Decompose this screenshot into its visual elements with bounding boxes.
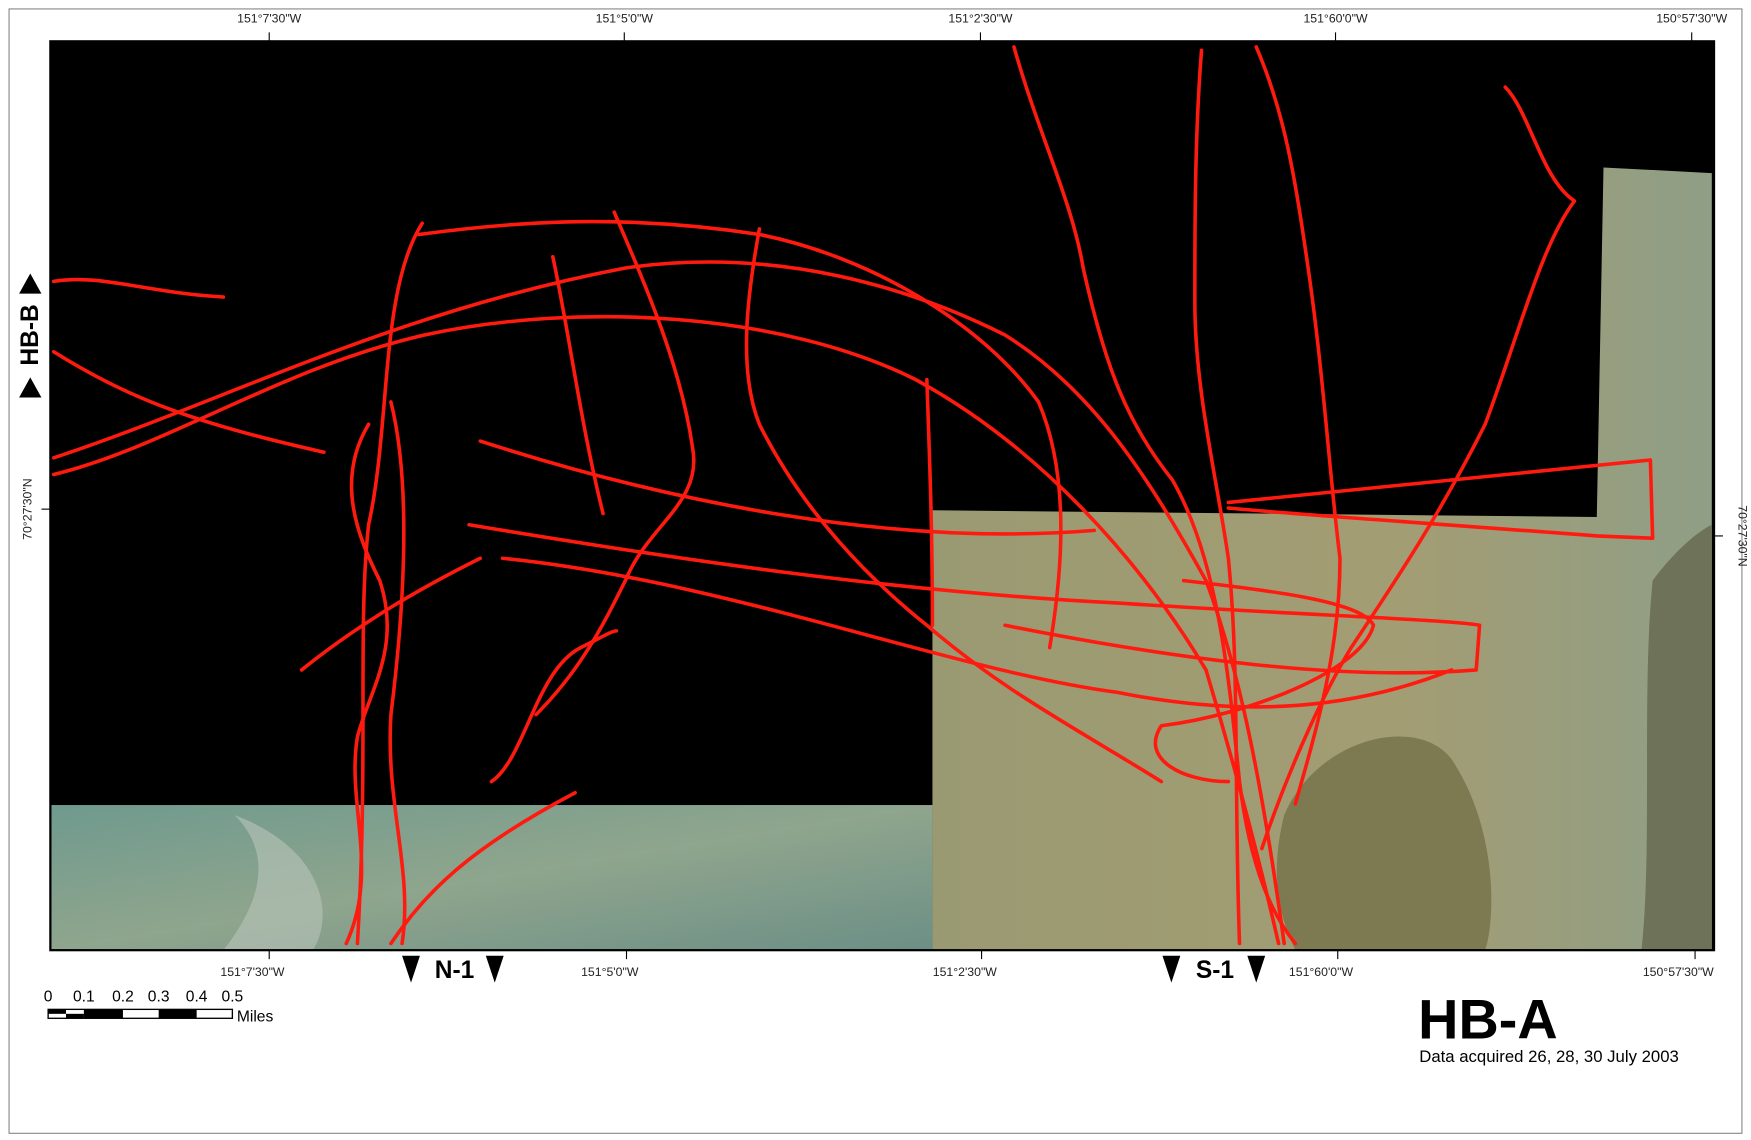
scale-label: 0	[44, 989, 53, 1006]
side-marker: HB-B	[17, 304, 44, 365]
section-marker: S-1	[1196, 957, 1234, 984]
shore	[1641, 525, 1711, 950]
title: HB-A	[1418, 987, 1558, 1050]
scale-segment	[84, 1009, 123, 1018]
right-coordinate: 70°27'30"N	[1736, 505, 1750, 566]
scale-segment	[48, 1009, 66, 1013]
bottom-coordinate: 150°57'30"W	[1643, 965, 1714, 979]
scale-label: 0.1	[73, 989, 95, 1006]
bottom-coordinate: 151°2'30"W	[933, 965, 998, 979]
map-frame	[50, 41, 1714, 950]
left-coordinate: 70°27'30"N	[20, 478, 34, 539]
top-coordinate: 151°5'0"W	[596, 11, 654, 25]
subtitle: Data acquired 26, 28, 30 July 2003	[1419, 1047, 1679, 1066]
bottom-coordinate: 151°7'30"W	[220, 965, 285, 979]
bottom-coordinate: 151°60'0"W	[1289, 965, 1354, 979]
imagery-left	[50, 805, 932, 950]
scale-label: 0.2	[112, 989, 134, 1006]
map-page: 151°7'30"W 151°5'0"W 151°2'30"W 151°60'0"W 1…	[0, 0, 1751, 1140]
top-coordinate: 151°60'0"W	[1303, 11, 1368, 25]
top-coordinate: 151°2'30"W	[948, 11, 1013, 25]
scale-segment	[159, 1009, 197, 1018]
scale-label: 0.5	[221, 989, 243, 1006]
scale-unit: Miles	[237, 1008, 274, 1025]
top-coordinate: 150°57'30"W	[1656, 11, 1727, 25]
scale-label: 0.4	[186, 989, 208, 1006]
bottom-coordinate: 151°5'0"W	[581, 965, 639, 979]
scale-segment	[66, 1014, 84, 1018]
top-coordinate: 151°7'30"W	[237, 11, 302, 25]
scale-label: 0.3	[148, 989, 170, 1006]
section-marker: N-1	[435, 957, 475, 984]
